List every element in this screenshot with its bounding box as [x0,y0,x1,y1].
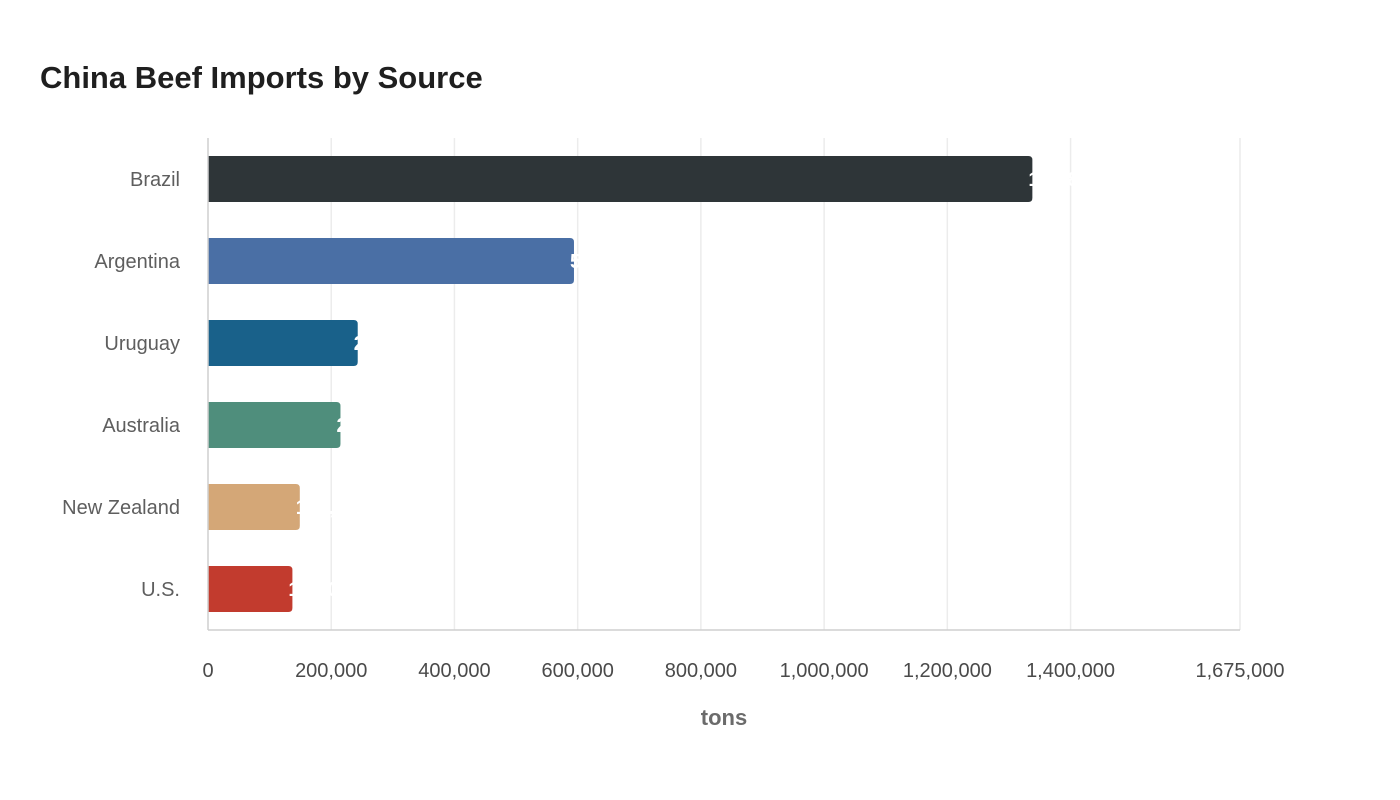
x-tick-label: 800,000 [665,660,737,682]
category-label: Uruguay [104,333,180,355]
chart-title: China Beef Imports by Source [40,60,483,95]
bar-value-label: 137,000 [288,579,360,601]
bar [208,484,300,530]
x-tick-label: 1,200,000 [903,660,992,682]
x-tick-label: 1,675,000 [1196,660,1285,682]
bar [208,320,358,366]
bar [208,566,293,612]
x-tick-label: 1,400,000 [1026,660,1115,682]
bar [208,402,341,448]
bar-value-label: 149,000 [296,497,368,519]
labels: 0 200,000 400,000 600,000 800,000 1,000,000 1,… [62,169,1284,682]
category-label: New Zealand [62,497,180,519]
category-label: U.S. [141,579,180,601]
bars [208,156,1033,612]
bar-value-label: 1,338,000 [1028,169,1117,191]
bar-value-label: 243,000 [354,333,426,355]
x-axis-title: tons [701,705,747,730]
x-tick-label: 400,000 [418,660,490,682]
category-label: Brazil [130,169,180,191]
gridlines [330,138,1241,630]
category-label: Australia [102,415,181,437]
bar-value-label: 594,000 [570,251,642,273]
bar [208,156,1033,202]
category-label: Argentina [94,251,180,273]
axes [207,138,1240,631]
bar-value-label: 215,000 [336,415,408,437]
x-tick-label: 1,000,000 [780,660,869,682]
x-tick-label: 0 [202,660,213,682]
x-tick-label: 200,000 [295,660,367,682]
bar [208,238,574,284]
x-tick-label: 600,000 [542,660,614,682]
